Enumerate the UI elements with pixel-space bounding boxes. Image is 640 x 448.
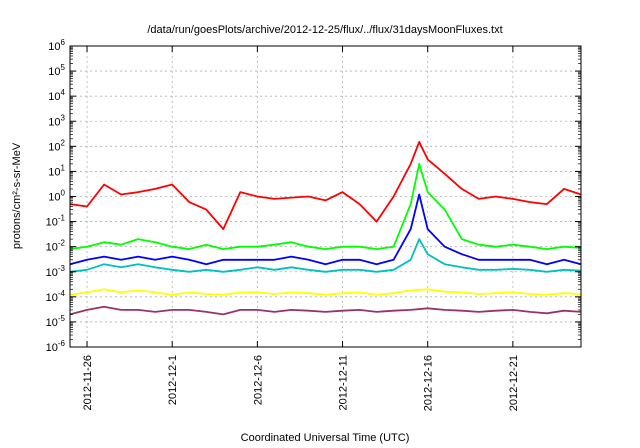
series-line-5 (69, 288, 582, 296)
y-axis: 10-6 10-5 10-4 10-3 10-2 10-1 100 101 102 103 104 1… (46, 38, 581, 354)
chart-title: /data/run/goesPlots/archive/2012-12-25/f… (147, 24, 502, 36)
x-axis: 2012-11-26 2012-12-1 2012-12-6 2012-12-11 20… (82, 46, 520, 411)
x-tick-label: 2012-12-21 (508, 355, 520, 411)
y-tick-label: 101 (48, 163, 65, 178)
series-line-2 (69, 163, 582, 250)
series-line-4 (69, 238, 582, 273)
y-tick-label: 100 (48, 189, 65, 204)
series-group (69, 141, 582, 316)
y-tick-label: 10-5 (46, 314, 66, 329)
y-tick-label: 10-3 (46, 264, 66, 279)
x-tick-label: 2012-11-26 (82, 355, 94, 410)
x-tick-label: 2012-12-1 (167, 355, 179, 405)
series-line-1 (69, 141, 582, 230)
y-tick-label: 102 (48, 138, 65, 153)
y-tick-label: 10-4 (46, 289, 66, 304)
series-line-3 (69, 193, 582, 266)
y-tick-label: 105 (48, 63, 65, 78)
y-tick-label: 106 (48, 38, 65, 53)
y-tick-label: 103 (48, 113, 65, 128)
x-tick-label: 2012-12-16 (423, 355, 435, 411)
x-tick-label: 2012-12-11 (338, 355, 350, 410)
y-tick-label: 10-1 (46, 214, 66, 229)
x-axis-label: Coordinated Universal Time (UTC) (241, 432, 410, 444)
x-tick-label: 2012-12-6 (252, 355, 264, 405)
y-tick-label: 10-2 (46, 239, 66, 254)
grid (70, 46, 581, 347)
series-line-6 (69, 305, 582, 316)
y-tick-label: 10-6 (46, 339, 66, 354)
y-tick-label: 104 (48, 88, 65, 103)
y-axis-label: protons/cm²-s-sr-MeV (11, 142, 23, 249)
